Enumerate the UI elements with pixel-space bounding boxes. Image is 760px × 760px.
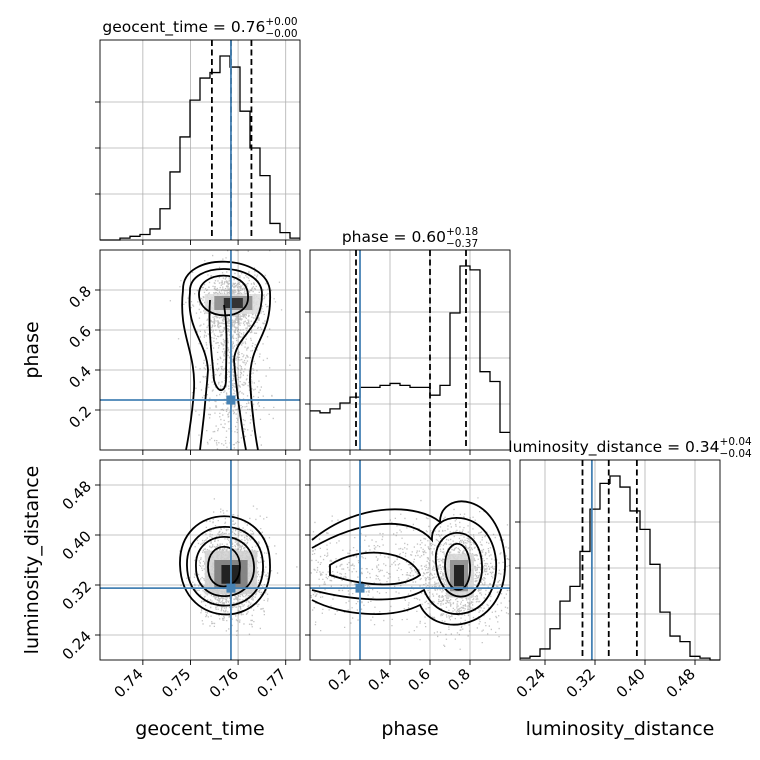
ytick-label-phase-1: 0.4 xyxy=(65,362,95,392)
ticks-2-1 xyxy=(305,459,511,665)
contour-2-1-0 xyxy=(444,542,471,591)
density-panel-luminosity_distance-vs-geocent_time xyxy=(100,460,300,660)
histogram-phase xyxy=(310,265,510,434)
ticks-1-0 xyxy=(95,249,301,455)
xlabel-phase: phase xyxy=(381,718,438,740)
title-luminosity_distance: luminosity_distance = 0.34+0.04 −0.04 xyxy=(508,436,752,460)
truth-marker-2-0 xyxy=(226,583,236,593)
title-plus-phase: +0.18 xyxy=(446,226,478,238)
panel-frame-luminosity_distance xyxy=(519,459,721,661)
xtick-label-geocent_time-0: 0.74 xyxy=(111,665,147,701)
title-geocent_time: geocent_time = 0.76+0.00 −0.00 xyxy=(102,16,297,40)
ytick-label-luminosity_distance-1: 0.32 xyxy=(59,577,95,613)
panel-frame-geocent_time xyxy=(99,39,301,241)
title-main-luminosity_distance: luminosity_distance = 0.34 xyxy=(508,438,719,457)
contour-2-1-1 xyxy=(435,531,483,598)
ylabel-luminosity_distance: luminosity_distance xyxy=(21,466,43,655)
contour-2-1-3 xyxy=(311,500,506,626)
density-block-2-1-2 xyxy=(454,565,464,587)
histogram-luminosity_distance xyxy=(520,475,720,661)
panel-frame-2-0 xyxy=(99,459,301,661)
xtick-label-luminosity_distance-1: 0.32 xyxy=(563,665,599,701)
title-main-phase: phase = 0.60 xyxy=(342,228,446,246)
title-minus-geocent_time: −0.00 xyxy=(265,28,297,40)
contour-1-0-3 xyxy=(208,299,228,392)
xtick-label-geocent_time-3: 0.77 xyxy=(253,665,289,701)
title-minus-luminosity_distance: −0.04 xyxy=(720,448,752,460)
ytick-label-luminosity_distance-3: 0.48 xyxy=(59,477,95,513)
title-plus-luminosity_distance: +0.04 xyxy=(720,436,752,448)
contour-2-0-2 xyxy=(186,525,264,607)
contour-1-0-0 xyxy=(198,274,249,317)
density-block-1-0-2 xyxy=(223,298,243,308)
xtick-label-phase-3: 0.8 xyxy=(444,665,474,695)
title-main-geocent_time: geocent_time = 0.76 xyxy=(102,18,265,37)
xtick-label-geocent_time-1: 0.75 xyxy=(158,665,194,701)
density-panel-phase-vs-geocent_time xyxy=(100,250,300,450)
histogram-geocent_time xyxy=(100,55,300,241)
title-plus-geocent_time: +0.00 xyxy=(265,16,297,28)
density-panel-luminosity_distance-vs-phase xyxy=(310,460,510,660)
contour-1-0-2 xyxy=(181,260,271,450)
contour-2-1-4 xyxy=(329,551,422,586)
xlabel-luminosity_distance: luminosity_distance xyxy=(526,718,715,740)
contour-2-0-0 xyxy=(207,545,241,588)
hist-panel-geocent_time xyxy=(95,39,301,245)
panel-frame-2-1 xyxy=(309,459,511,661)
panel-frame-phase xyxy=(309,249,511,451)
xtick-label-phase-0: 0.2 xyxy=(324,665,354,695)
ytick-label-phase-0: 0.2 xyxy=(65,402,95,432)
contour-1-0-1 xyxy=(188,268,263,450)
hist-panel-luminosity_distance xyxy=(515,459,721,665)
ticks-2-0 xyxy=(95,459,301,665)
xtick-label-luminosity_distance-0: 0.24 xyxy=(513,665,549,701)
xtick-label-phase-1: 0.4 xyxy=(364,665,394,695)
panel-frame-1-0 xyxy=(99,249,301,451)
contour-2-1-2 xyxy=(311,516,497,615)
xtick-label-geocent_time-2: 0.76 xyxy=(206,665,242,701)
contour-2-0-1 xyxy=(195,535,255,598)
xtick-label-phase-2: 0.6 xyxy=(404,665,434,695)
xtick-label-luminosity_distance-3: 0.48 xyxy=(663,665,699,701)
hist-panel-phase xyxy=(305,249,511,455)
xlabel-geocent_time: geocent_time xyxy=(135,718,264,740)
title-minus-phase: −0.37 xyxy=(446,238,478,250)
ylabel-phase: phase xyxy=(21,321,43,378)
title-phase: phase = 0.60+0.18 −0.37 xyxy=(342,226,478,250)
ytick-label-phase-3: 0.8 xyxy=(65,282,95,312)
truth-marker-1-0 xyxy=(226,395,236,405)
ytick-label-luminosity_distance-0: 0.24 xyxy=(59,627,95,663)
xtick-label-luminosity_distance-2: 0.40 xyxy=(613,665,649,701)
contour-2-0-3 xyxy=(179,515,271,616)
truth-marker-2-1 xyxy=(355,583,365,593)
ytick-label-phase-2: 0.6 xyxy=(65,322,95,352)
ytick-label-luminosity_distance-2: 0.40 xyxy=(59,527,95,563)
samples-2-1 xyxy=(310,486,510,650)
samples-2-0 xyxy=(179,498,298,636)
